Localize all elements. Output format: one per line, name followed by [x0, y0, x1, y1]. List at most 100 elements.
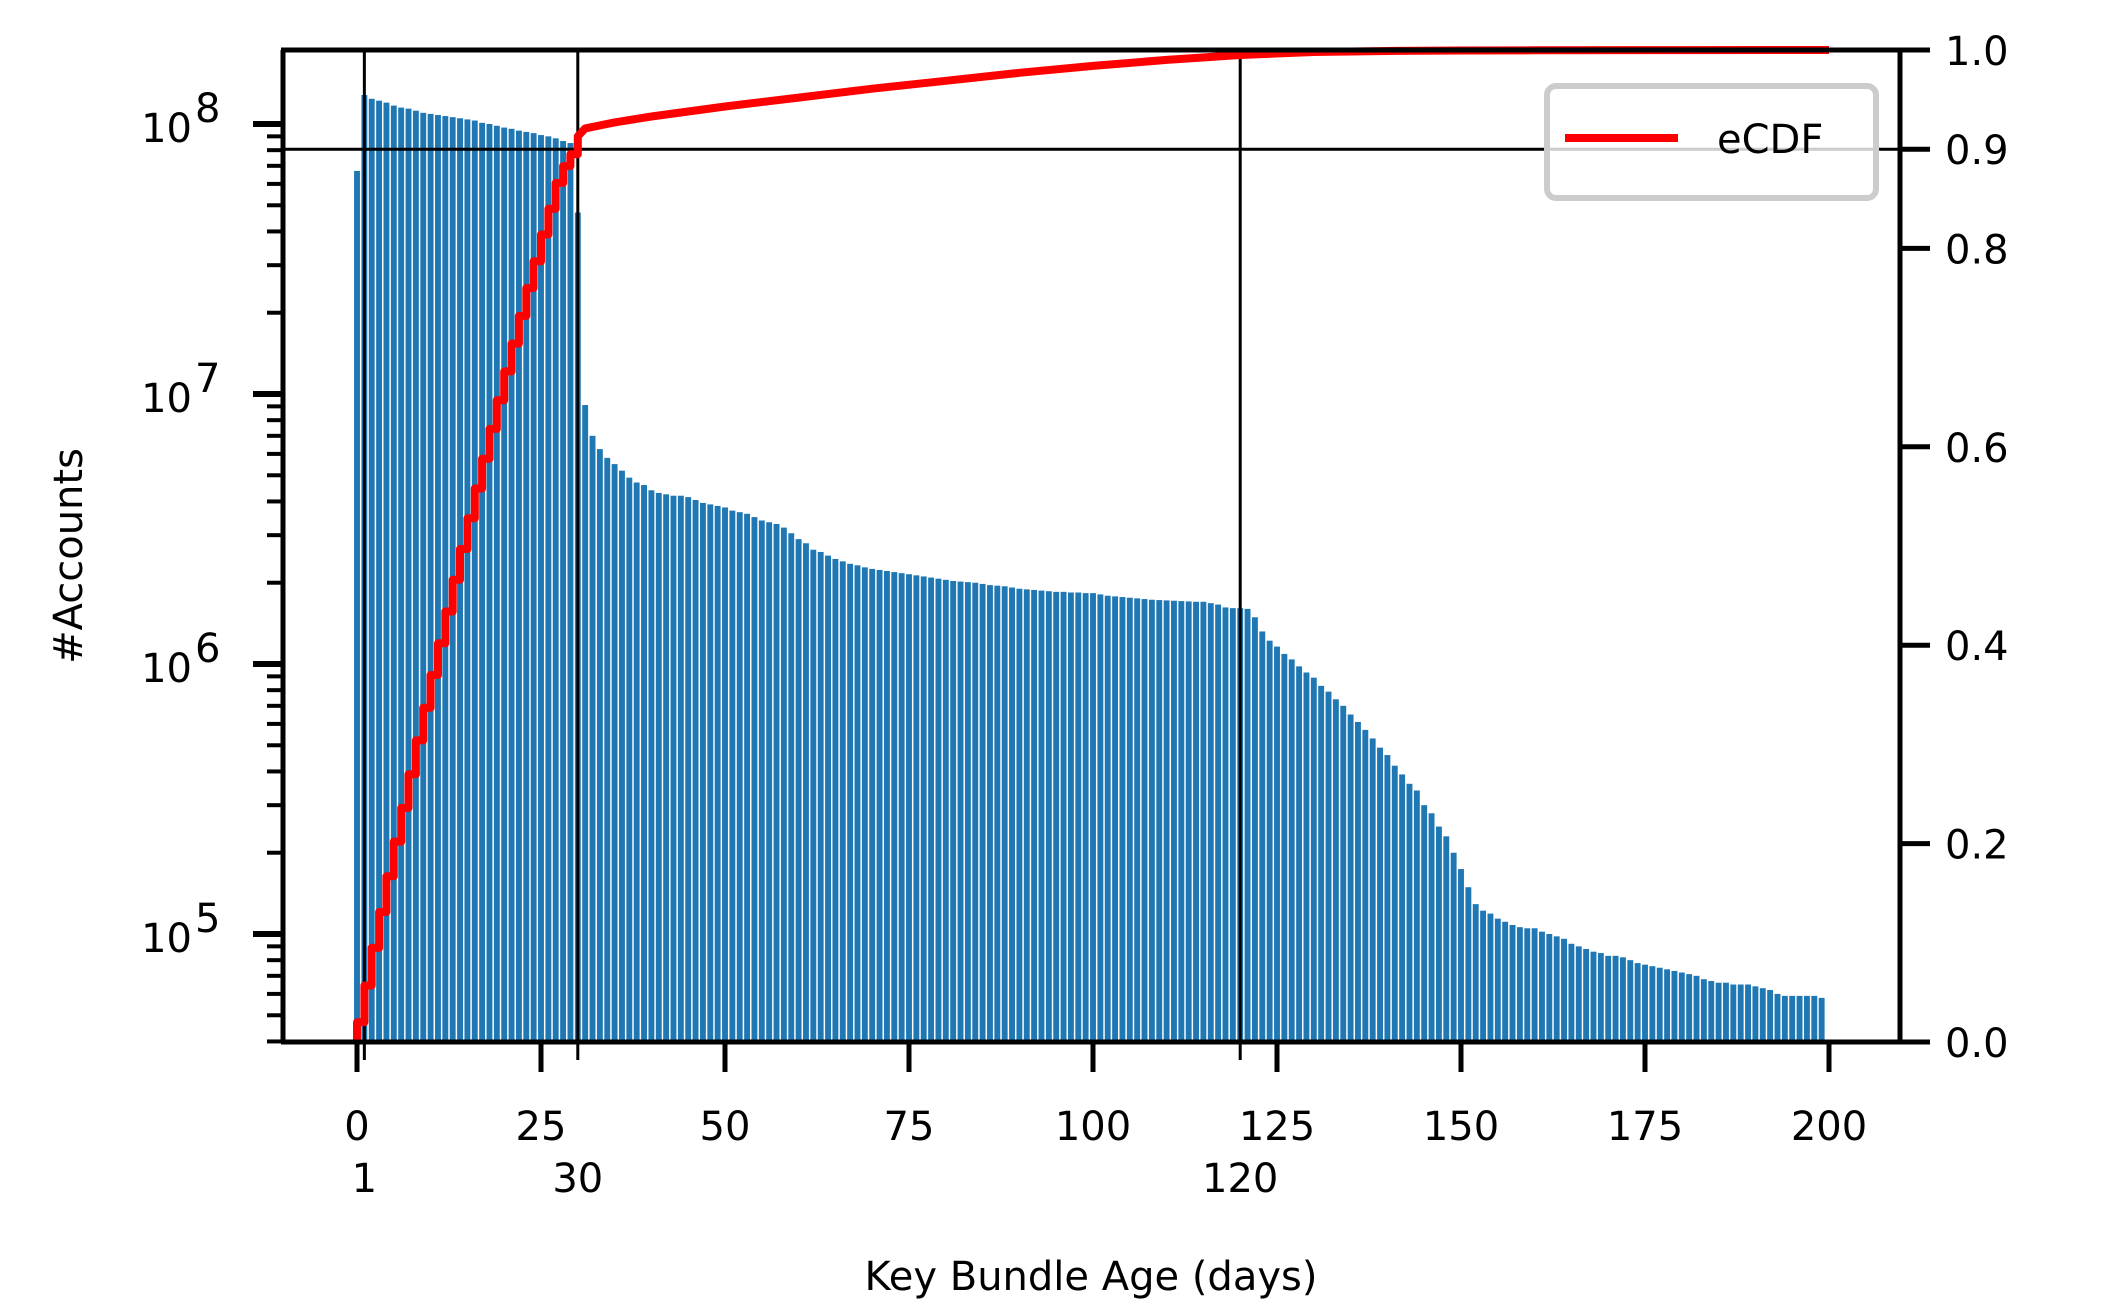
bar [670, 495, 677, 1043]
bar [1605, 955, 1612, 1042]
y-right-tick-label: 0.6 [1945, 426, 2009, 472]
bar [530, 133, 537, 1042]
bar [1097, 594, 1104, 1042]
bar [655, 492, 662, 1043]
bar [1428, 813, 1435, 1042]
bar [1413, 790, 1420, 1042]
legend-box [1544, 83, 1879, 201]
bar [398, 107, 405, 1043]
bar [1516, 927, 1523, 1042]
bar [714, 505, 721, 1042]
bar [427, 113, 434, 1042]
bar [1450, 852, 1457, 1042]
bar [964, 582, 971, 1042]
bar [1678, 972, 1685, 1042]
bar [1067, 592, 1074, 1042]
bar [677, 495, 684, 1043]
bar [1185, 601, 1192, 1042]
bar [1141, 599, 1148, 1042]
bar [1767, 990, 1774, 1042]
bar [920, 576, 927, 1042]
bar [1148, 599, 1155, 1042]
bar [1435, 826, 1442, 1042]
y-right-tick-label: 0.9 [1945, 128, 2009, 174]
bar [1023, 589, 1030, 1042]
bar [1575, 946, 1582, 1042]
y-tick-label-exponent: 5 [195, 896, 220, 942]
y-tick-label: 10 [141, 646, 192, 692]
bar [1259, 631, 1266, 1042]
bar [1281, 653, 1288, 1042]
bar [810, 549, 817, 1042]
bar [1001, 586, 1008, 1042]
bar [1362, 729, 1369, 1042]
bar [1789, 995, 1796, 1042]
bar [619, 470, 625, 1042]
bar [1774, 993, 1781, 1042]
bar [1112, 596, 1119, 1042]
bar [1126, 597, 1133, 1042]
bar [1634, 963, 1641, 1042]
bar [1723, 982, 1729, 1042]
bar [442, 116, 449, 1042]
y-tick-label: 10 [141, 106, 192, 152]
bar [1759, 988, 1766, 1042]
bar [1060, 591, 1067, 1042]
bar [1627, 960, 1634, 1042]
bar [1693, 975, 1700, 1042]
bar [1090, 593, 1096, 1042]
bar [1251, 617, 1258, 1042]
bar [847, 563, 854, 1042]
bar [1531, 928, 1538, 1042]
y-right-tick-label: 0.8 [1945, 227, 2009, 273]
bar [722, 507, 728, 1043]
bar [464, 119, 471, 1042]
y-tick-label-exponent: 8 [195, 86, 220, 132]
y-right-tick-label: 0.2 [1945, 823, 2009, 869]
bar [1524, 928, 1531, 1042]
bar [744, 513, 751, 1042]
bar [1244, 608, 1251, 1042]
bar [1509, 924, 1516, 1042]
bar [589, 435, 596, 1042]
bar [979, 583, 986, 1042]
bar [1590, 951, 1597, 1042]
bar [1222, 607, 1229, 1042]
bar [1038, 590, 1045, 1042]
bar [773, 524, 780, 1042]
bar [1134, 598, 1141, 1042]
bar [1075, 592, 1082, 1042]
bar [928, 577, 935, 1042]
bar [803, 543, 809, 1042]
bar [994, 585, 1001, 1042]
bar [1612, 955, 1619, 1042]
bar [1539, 931, 1545, 1042]
bar [1009, 587, 1015, 1042]
bar [1399, 774, 1406, 1042]
bar [560, 141, 567, 1042]
bar [368, 98, 375, 1042]
bar [1391, 765, 1398, 1042]
bar [1737, 984, 1744, 1042]
bar [1355, 721, 1361, 1042]
bar [1266, 640, 1273, 1042]
bar [486, 124, 493, 1042]
bar [935, 578, 942, 1042]
bar [1465, 887, 1472, 1042]
bar [1619, 957, 1626, 1042]
bar [780, 527, 787, 1042]
bar [788, 533, 795, 1042]
bar [869, 568, 876, 1042]
bar [758, 520, 765, 1042]
bar [1288, 659, 1295, 1042]
bar [1708, 980, 1715, 1042]
bar [471, 120, 478, 1042]
bar [1546, 934, 1553, 1042]
bar [663, 494, 670, 1043]
bar [1715, 982, 1722, 1042]
bar [552, 138, 559, 1042]
bar [906, 574, 912, 1042]
bar [736, 512, 743, 1042]
bar [538, 135, 544, 1042]
